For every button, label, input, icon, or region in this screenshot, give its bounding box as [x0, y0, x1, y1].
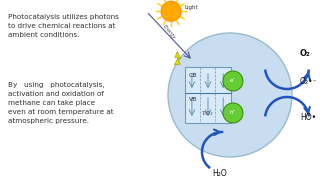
Circle shape	[168, 33, 292, 157]
Circle shape	[223, 103, 243, 123]
Text: O₂: O₂	[300, 48, 311, 57]
Text: Energy: Energy	[162, 24, 177, 40]
Text: CB: CB	[189, 73, 198, 78]
Text: HO•: HO•	[300, 112, 316, 122]
Circle shape	[223, 71, 243, 91]
Text: Photocatalysis utilizes photons
to drive chemical reactions at
ambient condition: Photocatalysis utilizes photons to drive…	[8, 14, 119, 38]
Text: H₂O: H₂O	[212, 169, 228, 178]
Text: Light: Light	[184, 5, 198, 10]
Circle shape	[161, 1, 181, 21]
Bar	[185, 67, 231, 123]
Text: TiO₂: TiO₂	[202, 111, 214, 116]
Text: VB: VB	[189, 97, 197, 102]
Text: O₂•⁻: O₂•⁻	[300, 76, 317, 86]
Text: By   using   photocatalysis,
activation and oxidation of
methane can take place
: By using photocatalysis, activation and …	[8, 82, 114, 124]
Text: e⁻: e⁻	[230, 78, 236, 84]
Polygon shape	[174, 52, 181, 65]
Text: h⁺: h⁺	[230, 111, 236, 116]
